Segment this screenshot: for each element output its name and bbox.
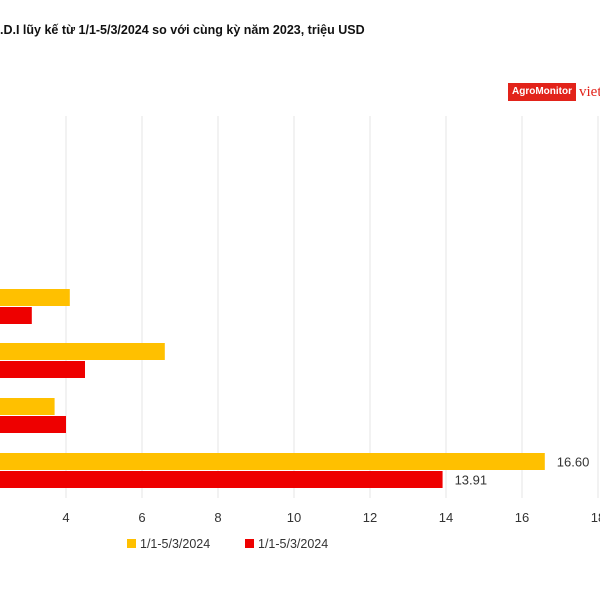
bar-layer (0, 289, 545, 488)
bar-s0-c0 (0, 289, 70, 306)
bar-s1-c0 (0, 307, 32, 324)
x-tick-layer: 4 6 8 10 12 14 16 18 (62, 510, 600, 525)
brand-logo-box: AgroMonitor (508, 83, 576, 101)
brand-logo: AgroMonitor viet (508, 82, 600, 102)
chart-title: .D.I lũy kế từ 1/1-5/3/2024 so với cùng … (0, 23, 365, 37)
data-label-s1-c3: 13.91 (455, 473, 488, 488)
x-tick-label: 8 (214, 510, 221, 525)
x-tick-label: 10 (287, 510, 301, 525)
legend-label-0: 1/1-5/3/2024 (140, 537, 210, 551)
legend: 1/1-5/3/2024 1/1-5/3/2024 (127, 537, 328, 551)
x-tick-label: 12 (363, 510, 377, 525)
data-label-layer: 16.60 13.91 (455, 455, 590, 488)
grid-layer (65, 116, 599, 498)
bar-s0-c3 (0, 453, 545, 470)
bar-s0-c1 (0, 343, 165, 360)
brand-logo-text: viet (579, 84, 600, 100)
bar-s1-c2 (0, 416, 66, 433)
legend-label-1: 1/1-5/3/2024 (258, 537, 328, 551)
bar-s1-c1 (0, 361, 85, 378)
x-tick-label: 4 (62, 510, 69, 525)
data-label-s0-c3: 16.60 (557, 455, 590, 470)
legend-swatch-0 (127, 539, 136, 548)
x-tick-label: 6 (138, 510, 145, 525)
x-tick-label: 14 (439, 510, 453, 525)
legend-swatch-1 (245, 539, 254, 548)
bar-s1-c3 (0, 471, 443, 488)
x-tick-label: 18 (591, 510, 600, 525)
bar-s0-c2 (0, 398, 55, 415)
x-tick-label: 16 (515, 510, 529, 525)
